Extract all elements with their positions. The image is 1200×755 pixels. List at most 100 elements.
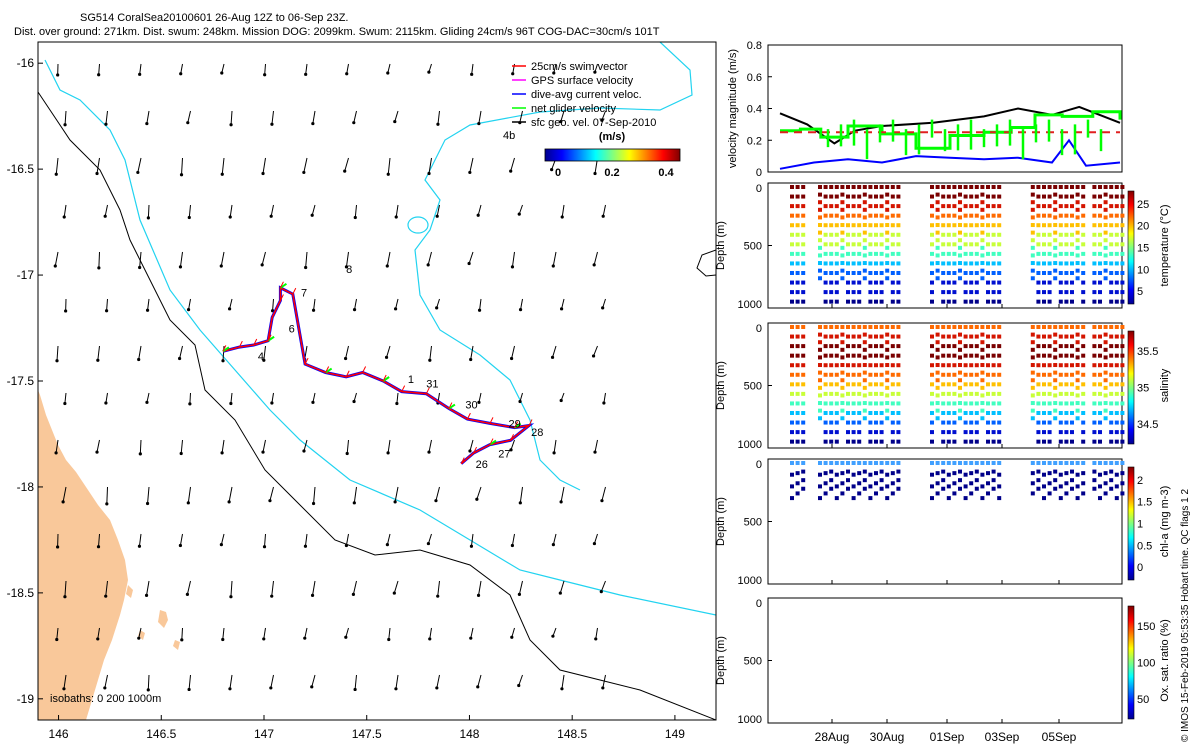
cast-sample-point [885,269,889,273]
cast-sample-point [1053,215,1057,219]
cast-sample-point [1109,214,1113,218]
cast-sample-point [1059,401,1063,405]
cast-sample-point [868,223,872,227]
cast-sample-point [986,373,990,377]
cast-sample-point [936,193,940,197]
cast-sample-point [868,430,872,434]
cast-sample-point [1109,252,1113,256]
cast-sample-point [840,223,844,227]
current-vector-head [62,687,65,690]
current-vector [396,675,398,689]
cast-sample-point [1098,271,1102,275]
cast-sample-point [868,335,872,339]
cast-sample-point [1081,290,1085,294]
cast-sample-point [969,214,973,218]
cast-sample-point [997,421,1001,425]
current-vector [389,628,390,639]
cast-sample-point [1109,223,1113,227]
current-vector-head [594,637,597,640]
cast-sample-point [857,461,861,465]
cast-sample-point [863,193,867,197]
cast-sample-point [941,223,945,227]
cast-sample-point [824,252,828,256]
current-vector-head [552,543,555,546]
cast-sample-point [936,215,940,219]
cast-sample-point [829,363,833,367]
cast-sample-point [997,185,1001,189]
cast-sample-point [891,373,895,377]
cast-sample-point [997,335,1001,339]
cast-sample-point [857,233,861,237]
stray-map-label: 4b [503,130,515,142]
cast-sample-point [980,401,984,405]
cast-sample-point [964,354,968,358]
cast-sample-point [790,496,794,500]
current-vector [105,205,107,216]
cast-sample-point [1092,411,1096,415]
current-vector [263,158,265,173]
cast-sample-point [952,440,956,444]
cast-sample-point [997,204,1001,208]
cast-sample-point [947,461,951,465]
current-vector [436,487,440,501]
current-vector-head [551,356,554,359]
cast-sample-point [975,487,979,491]
cast-sample-point [941,478,945,482]
island-shape [158,610,168,628]
cast-sample-point [1070,470,1074,474]
cast-sample-point [1120,421,1124,425]
depth-y-tick-label: 0 [756,459,762,471]
depth-colorbar-tick: 10 [1137,264,1149,276]
velocity-y-tick-label: 0.6 [747,72,762,84]
cast-sample-point [1092,281,1096,285]
depth-y-tick-label: 0 [756,323,762,335]
current-vector [345,158,349,171]
cast-sample-point [796,290,800,294]
current-vector-head [220,451,223,454]
cast-sample-point [1120,271,1124,275]
current-vector [355,675,356,689]
cast-sample-point [1076,416,1080,420]
cast-sample-point [846,401,850,405]
cast-sample-point [852,484,856,488]
cast-sample-point [964,363,968,367]
cast-sample-point [801,382,805,386]
cast-sample-point [874,335,878,339]
current-vector [64,205,66,217]
cast-sample-point [1064,491,1068,495]
cast-sample-point [952,252,956,256]
cast-sample-point [1042,440,1046,444]
cast-sample-point [975,363,979,367]
current-vector [97,440,99,452]
cast-sample-point [1115,233,1119,237]
cast-sample-point [801,300,805,304]
cast-sample-point [801,373,805,377]
cast-sample-point [885,378,889,382]
cast-sample-point [930,252,934,256]
cast-sample-point [1070,461,1074,465]
cast-sample-point [818,276,822,280]
cast-sample-point [1036,373,1040,377]
current-vector-head [551,635,554,638]
cast-sample-point [1098,363,1102,367]
cast-sample-point [1109,233,1113,237]
cast-sample-point [952,461,956,465]
cast-sample-point [891,261,895,265]
cast-sample-point [986,411,990,415]
cast-sample-point [891,363,895,367]
cast-sample-point [1120,411,1124,415]
cast-sample-point [952,214,956,218]
date-tick-label: 30Aug [870,730,905,744]
cast-sample-point [1042,281,1046,285]
cast-sample-point [801,233,805,237]
current-vector [271,675,274,688]
cast-sample-point [1036,478,1040,482]
cast-sample-point [835,421,839,425]
map-y-tick-label: -19 [17,692,35,706]
cast-sample-point [975,261,979,265]
cast-sample-point [818,386,822,390]
cast-sample-point [930,421,934,425]
cast-sample-point [1042,461,1046,465]
cast-sample-point [885,393,889,397]
cast-sample-point [896,223,900,227]
